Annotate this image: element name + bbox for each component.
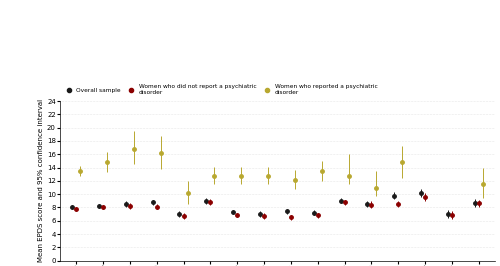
Legend: Overall sample, Women who did not report a psychiatric
disorder, Women who repor: Overall sample, Women who did not report…	[63, 84, 378, 95]
Y-axis label: Mean EPDS score and 95% confidence interval: Mean EPDS score and 95% confidence inter…	[38, 99, 44, 263]
